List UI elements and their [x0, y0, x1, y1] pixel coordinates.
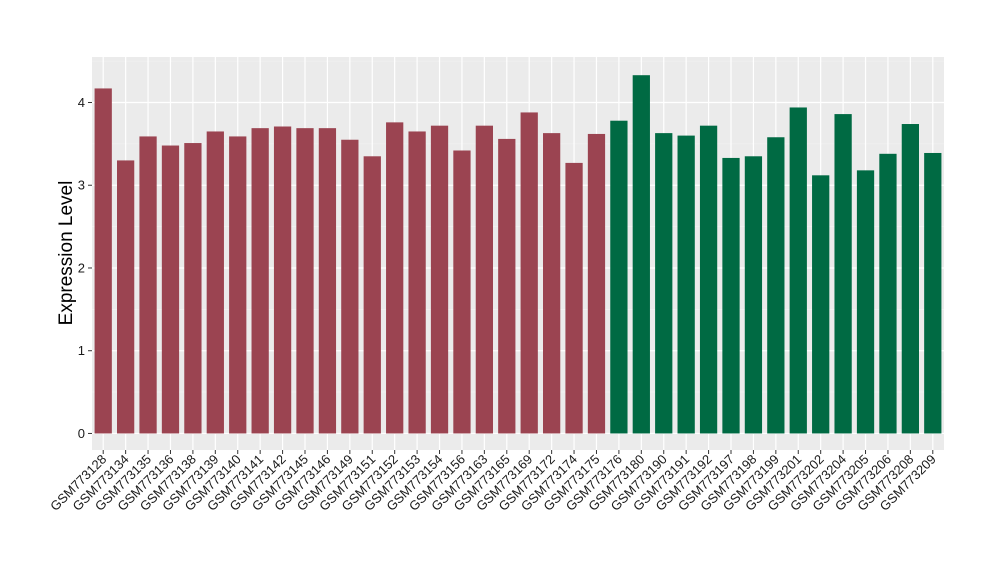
bar-GSM773149 — [341, 139, 359, 434]
bar-GSM773191 — [677, 135, 695, 434]
bar-GSM773206 — [879, 153, 897, 434]
y-tick-label: 3 — [78, 178, 85, 193]
x-axis: GSM773128GSM773134GSM773135GSM773136GSM7… — [47, 450, 939, 514]
bar-GSM773135 — [139, 136, 157, 434]
bar-GSM773202 — [812, 175, 830, 434]
bar-GSM773190 — [655, 133, 673, 434]
bar-GSM773176 — [610, 120, 628, 434]
bar-GSM773156 — [453, 150, 471, 434]
bar-GSM773169 — [520, 112, 538, 434]
bar-GSM773197 — [722, 157, 740, 434]
bar-GSM773140 — [229, 136, 247, 434]
bar-GSM773154 — [430, 125, 449, 434]
bar-GSM773163 — [475, 125, 494, 434]
bar-GSM773136 — [161, 145, 180, 434]
y-tick-label: 2 — [78, 260, 85, 275]
y-tick-label: 0 — [78, 426, 85, 441]
bar-GSM773146 — [318, 128, 337, 434]
y-tick-label: 4 — [78, 95, 85, 110]
bar-GSM773209 — [924, 152, 942, 434]
bar-GSM773192 — [699, 125, 718, 434]
bar-GSM773180 — [632, 75, 650, 434]
bar-GSM773139 — [206, 131, 224, 434]
bar-GSM773138 — [184, 143, 202, 434]
bar-GSM773153 — [408, 131, 426, 434]
bar-GSM773172 — [542, 133, 561, 434]
bar-GSM773152 — [386, 122, 404, 434]
bar-GSM773145 — [296, 128, 314, 434]
bar-GSM773142 — [273, 126, 292, 434]
bar-GSM773208 — [901, 124, 920, 434]
y-axis-title: Expression Level — [56, 181, 77, 326]
bar-GSM773151 — [363, 156, 381, 434]
bars — [94, 75, 942, 434]
y-tick-label: 1 — [78, 343, 85, 358]
bar-GSM773205 — [856, 170, 875, 434]
bar-GSM773174 — [565, 162, 583, 434]
bar-GSM773199 — [767, 137, 785, 434]
bar-GSM773204 — [834, 114, 852, 434]
bar-GSM773134 — [116, 160, 135, 434]
bar-GSM773165 — [498, 138, 516, 434]
bar-GSM773201 — [789, 107, 807, 434]
y-axis: 0 1 2 3 4 — [78, 95, 92, 441]
bar-GSM773175 — [587, 133, 606, 434]
bar-GSM773198 — [744, 156, 763, 434]
bar-GSM773141 — [251, 128, 269, 434]
bar-GSM773128 — [94, 88, 112, 434]
